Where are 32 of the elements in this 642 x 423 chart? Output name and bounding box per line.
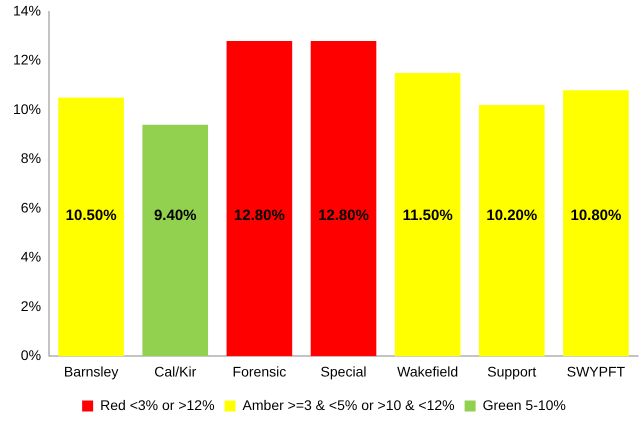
x-tick-label: Special (320, 363, 366, 380)
y-tick-label: 10% (12, 100, 42, 117)
bar (142, 124, 208, 356)
data-label: 10.20% (486, 206, 538, 224)
x-tick-label: Cal/Kir (154, 363, 197, 380)
data-label: 10.80% (570, 206, 622, 224)
y-tick-label: 2% (20, 298, 42, 314)
y-tick-label: 14% (12, 2, 42, 18)
bar (310, 40, 376, 356)
bar (563, 90, 629, 356)
legend-label: Red <3% or >12% (100, 396, 215, 413)
legend-label: Amber >=3 & <5% or >10 & <12% (242, 396, 455, 413)
x-tick-label: Wakefield (397, 363, 458, 380)
x-tick-label: SWYPFT (566, 363, 626, 380)
legend-label: Green 5-10% (482, 396, 566, 413)
data-label: 12.80% (318, 206, 369, 224)
data-label: 12.80% (234, 206, 285, 224)
x-tick-label: Forensic (232, 363, 286, 380)
data-label: 9.40% (154, 206, 197, 224)
y-tick-label: 6% (20, 199, 42, 216)
data-label: 10.50% (66, 206, 117, 224)
bar (478, 104, 545, 356)
x-tick-label: Support (487, 363, 536, 380)
bar (226, 40, 292, 356)
bar (394, 72, 460, 356)
x-tick-label: Barnsley (64, 363, 118, 380)
data-label: 11.50% (402, 206, 453, 224)
y-tick-label: 4% (20, 248, 42, 265)
bar (58, 98, 124, 356)
y-tick-label: 12% (12, 52, 42, 68)
y-tick-label: 8% (20, 150, 42, 166)
y-tick-label: 0% (20, 347, 42, 364)
